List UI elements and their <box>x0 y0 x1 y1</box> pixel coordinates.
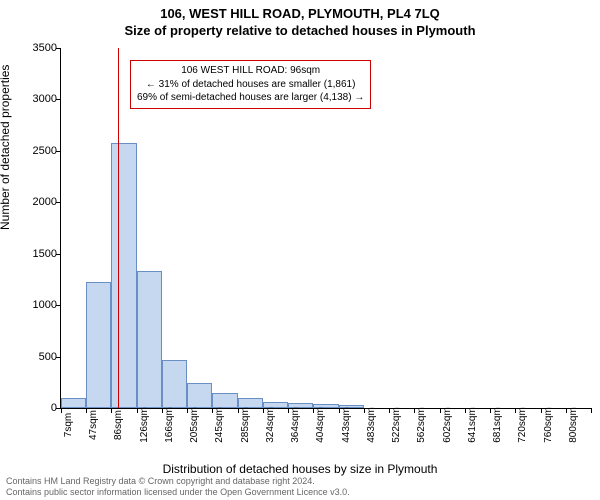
xtick-label: 800sqm <box>568 407 579 443</box>
xtick-mark <box>263 408 264 413</box>
histogram-bar <box>187 383 212 408</box>
page-title: 106, WEST HILL ROAD, PLYMOUTH, PL4 7LQ <box>0 0 600 21</box>
xtick-label: 245sqm <box>214 407 225 443</box>
ytick-mark <box>56 305 61 306</box>
ytick-mark <box>56 48 61 49</box>
histogram-bar <box>86 282 111 409</box>
attribution: Contains HM Land Registry data © Crown c… <box>6 476 350 499</box>
xtick-label: 166sqm <box>164 407 175 443</box>
ytick-mark <box>56 202 61 203</box>
xtick-mark <box>389 408 390 413</box>
xtick-label: 681sqm <box>492 407 503 443</box>
xtick-mark <box>238 408 239 413</box>
histogram-bar <box>111 143 136 408</box>
xtick-mark <box>162 408 163 413</box>
xtick-label: 522sqm <box>391 407 402 443</box>
annotation-line2: ← 31% of detached houses are smaller (1,… <box>137 78 364 92</box>
histogram-bar <box>61 398 86 408</box>
page-subtitle: Size of property relative to detached ho… <box>0 21 600 38</box>
histogram-bar <box>212 393 237 408</box>
annotation-line1: 106 WEST HILL ROAD: 96sqm <box>137 64 364 78</box>
xtick-mark <box>465 408 466 413</box>
xtick-label: 324sqm <box>265 407 276 443</box>
xtick-label: 641sqm <box>467 407 478 443</box>
xtick-mark <box>61 408 62 413</box>
xtick-label: 47sqm <box>88 410 99 440</box>
xtick-label: 126sqm <box>139 407 150 443</box>
xtick-label: 7sqm <box>63 413 74 437</box>
ytick-mark <box>56 99 61 100</box>
ytick-mark <box>56 254 61 255</box>
ytick-label: 500 <box>21 351 57 363</box>
xtick-label: 404sqm <box>315 407 326 443</box>
histogram-bar <box>137 271 162 408</box>
ytick-label: 2000 <box>21 196 57 208</box>
xtick-mark <box>339 408 340 413</box>
xtick-label: 205sqm <box>189 407 200 443</box>
ytick-label: 3500 <box>21 42 57 54</box>
attribution-line2: Contains public sector information licen… <box>6 487 350 498</box>
xtick-mark <box>288 408 289 413</box>
xtick-mark <box>364 408 365 413</box>
xtick-label: 562sqm <box>416 407 427 443</box>
xtick-label: 285sqm <box>240 407 251 443</box>
xtick-label: 443sqm <box>341 407 352 443</box>
xtick-mark <box>541 408 542 413</box>
attribution-line1: Contains HM Land Registry data © Crown c… <box>6 476 350 487</box>
y-axis-label: Number of detached properties <box>0 65 12 230</box>
ytick-label: 1000 <box>21 299 57 311</box>
xtick-mark <box>137 408 138 413</box>
xtick-mark <box>591 408 592 413</box>
xtick-mark <box>566 408 567 413</box>
xtick-label: 364sqm <box>290 407 301 443</box>
ytick-label: 1500 <box>21 248 57 260</box>
xtick-label: 86sqm <box>113 410 124 440</box>
histogram-bar <box>162 360 187 408</box>
x-axis-label: Distribution of detached houses by size … <box>0 462 600 476</box>
subject-marker-line <box>118 48 119 408</box>
xtick-label: 720sqm <box>517 407 528 443</box>
xtick-label: 483sqm <box>366 407 377 443</box>
annotation-box: 106 WEST HILL ROAD: 96sqm ← 31% of detac… <box>130 60 371 109</box>
chart-container: 106, WEST HILL ROAD, PLYMOUTH, PL4 7LQ S… <box>0 0 600 500</box>
ytick-mark <box>56 357 61 358</box>
ytick-label: 3000 <box>21 93 57 105</box>
ytick-label: 0 <box>21 402 57 414</box>
ytick-mark <box>56 151 61 152</box>
annotation-line3: 69% of semi-detached houses are larger (… <box>137 91 364 105</box>
ytick-label: 2500 <box>21 145 57 157</box>
xtick-mark <box>490 408 491 413</box>
xtick-label: 760sqm <box>543 407 554 443</box>
xtick-mark <box>440 408 441 413</box>
xtick-label: 602sqm <box>442 407 453 443</box>
